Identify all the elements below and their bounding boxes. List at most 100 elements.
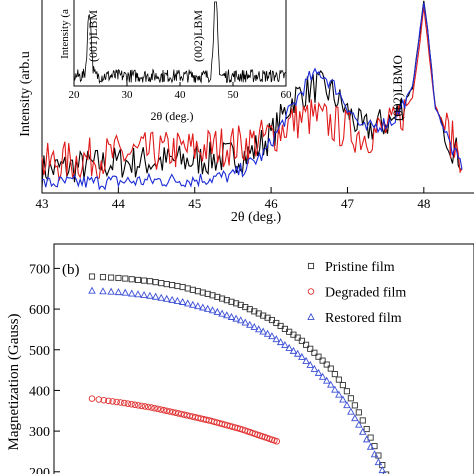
legend-label: Pristine film: [325, 260, 395, 275]
panel-b-data-point: [219, 295, 226, 302]
panel-b-data-point: [189, 300, 197, 308]
panel-b-data-point: [363, 425, 370, 433]
panel-b-data-point: [323, 361, 330, 368]
panel-b-data-point: [121, 288, 130, 296]
panel-b-data-point: [169, 282, 176, 289]
panel-b-data-point: [178, 297, 187, 305]
panel-b-y-tick-label: 200: [29, 466, 50, 474]
panel-b-data-point: [331, 371, 338, 378]
inset-trace: [73, 1, 287, 85]
panel-a-x-ticks: 43 44 45 46 47 48: [36, 187, 430, 211]
panel-b-data-point: [254, 325, 263, 333]
panel-b-data-point: [134, 290, 142, 298]
panel-b-data-point: [121, 399, 128, 407]
panel-b-data-point: [128, 400, 135, 408]
panel-b-data-point: [146, 278, 153, 285]
panel-b-data-point: [138, 402, 145, 410]
panel-a-series-line: [41, 6, 463, 181]
panel-a-peak-annotation: (002)LBMO: [390, 55, 405, 121]
panel-a-x-tick-label: 47: [341, 196, 355, 211]
panel-b-data-point: [366, 442, 375, 450]
panel-b-data-point: [232, 314, 240, 322]
panel-a-x-tick-label: 45: [188, 196, 201, 211]
panel-b-data-point: [158, 280, 165, 287]
inset-x-tick-label: 50: [228, 89, 240, 101]
panel-b-data-point: [173, 296, 182, 304]
panel-b-frame: [53, 243, 474, 474]
inset-annotation-001: (001)LBM: [86, 10, 100, 62]
panel-b-data-point: [169, 408, 176, 416]
panel-b-data-point: [141, 403, 149, 410]
panel-b-data-point: [163, 281, 170, 288]
panel-b-data-point: [108, 274, 115, 281]
panel-a-series: [41, 0, 463, 191]
panel-b-series-circle: [88, 395, 281, 445]
panel-b-data-point: [122, 275, 129, 282]
inset-annotation-002: (002)LBM: [191, 10, 205, 62]
panel-b-y-ticks: 700 600 500 400 300 200: [29, 262, 60, 474]
panel-a-x-tick-label: 43: [36, 196, 49, 211]
panel-b-data-point: [203, 304, 212, 312]
panel-b-data-point: [298, 337, 305, 344]
panel-b-data-point: [228, 298, 235, 305]
panel-b-data-point: [95, 396, 103, 403]
panel-a-x-tick-label: 48: [417, 196, 430, 211]
panel-b-data-point: [314, 368, 323, 376]
panel-b-data-point: [276, 338, 285, 346]
panel-b-data-point: [281, 341, 289, 349]
panel-b-data-point: [383, 471, 390, 474]
panel-b-data-point: [347, 395, 354, 402]
panel-a-x-tick-label: 44: [112, 196, 126, 211]
panel-b-data-point: [351, 414, 359, 422]
panel-a-x-tick-label: 46: [265, 196, 279, 211]
panel-b-data-point: [246, 320, 254, 328]
panel-b-data-point: [88, 286, 96, 294]
panel-b-data-point: [184, 299, 192, 307]
panel-b-data-point: [162, 294, 171, 302]
panel-b-data-point: [227, 312, 236, 320]
panel-b-data-point: [315, 353, 322, 360]
panel-b-data-point: [114, 288, 123, 296]
panel-b-data-point: [105, 397, 112, 405]
panel-b-data-point: [199, 303, 207, 311]
panel-b-data-point: [302, 356, 310, 364]
panel-b-data-point: [250, 323, 259, 331]
panel-b-data-point: [128, 289, 136, 297]
panel-b-data-point: [140, 290, 148, 298]
panel-b-data-point: [289, 346, 298, 354]
panel-b-legend: Pristine film Degraded film Restored film: [307, 260, 406, 326]
panel-b-data-point: [260, 312, 267, 319]
inset-x-tick-label: 60: [281, 89, 293, 101]
panel-a-xrd-chart: 43 44 45 46 47 48 2θ (deg.) Intensity (arb.u …: [18, 0, 474, 225]
panel-b-data-point: [99, 287, 107, 295]
panel-b-series: [88, 273, 390, 474]
panel-b-data-point: [144, 403, 152, 411]
panel-b-data-point: [213, 307, 222, 315]
inset-x-ticks: 20 30 40 50 60: [69, 82, 293, 101]
panel-b-data-point: [113, 398, 120, 406]
panel-b-data-point: [378, 466, 387, 474]
panel-b-data-point: [166, 408, 173, 415]
inset-y-axis-title: Intensity (a: [59, 9, 71, 59]
panel-b-data-point: [107, 287, 115, 295]
panel-b-data-point: [331, 385, 339, 393]
panel-b-data-point: [339, 382, 346, 389]
panel-b-data-point: [285, 343, 293, 351]
panel-b-data-point: [370, 450, 379, 458]
panel-b-data-point: [359, 417, 366, 424]
panel-b-data-point: [273, 438, 281, 445]
panel-b-data-point: [237, 301, 244, 308]
panel-b-data-point: [335, 376, 342, 383]
panel-b-data-point: [157, 406, 164, 413]
inset-x-tick-label: 40: [175, 89, 187, 101]
panel-b-series-square: [88, 273, 390, 474]
panel-b-data-point: [189, 286, 196, 293]
panel-a-y-axis-title: Intensity (arb.u: [18, 51, 33, 137]
panel-b-data-point: [140, 277, 148, 284]
panel-b-data-point: [241, 318, 249, 326]
legend-marker-circle: [307, 288, 315, 295]
panel-b-data-point: [327, 365, 334, 372]
panel-b-data-point: [268, 332, 276, 340]
panel-b-data-point: [157, 293, 165, 301]
panel-b-data-point: [199, 289, 206, 296]
